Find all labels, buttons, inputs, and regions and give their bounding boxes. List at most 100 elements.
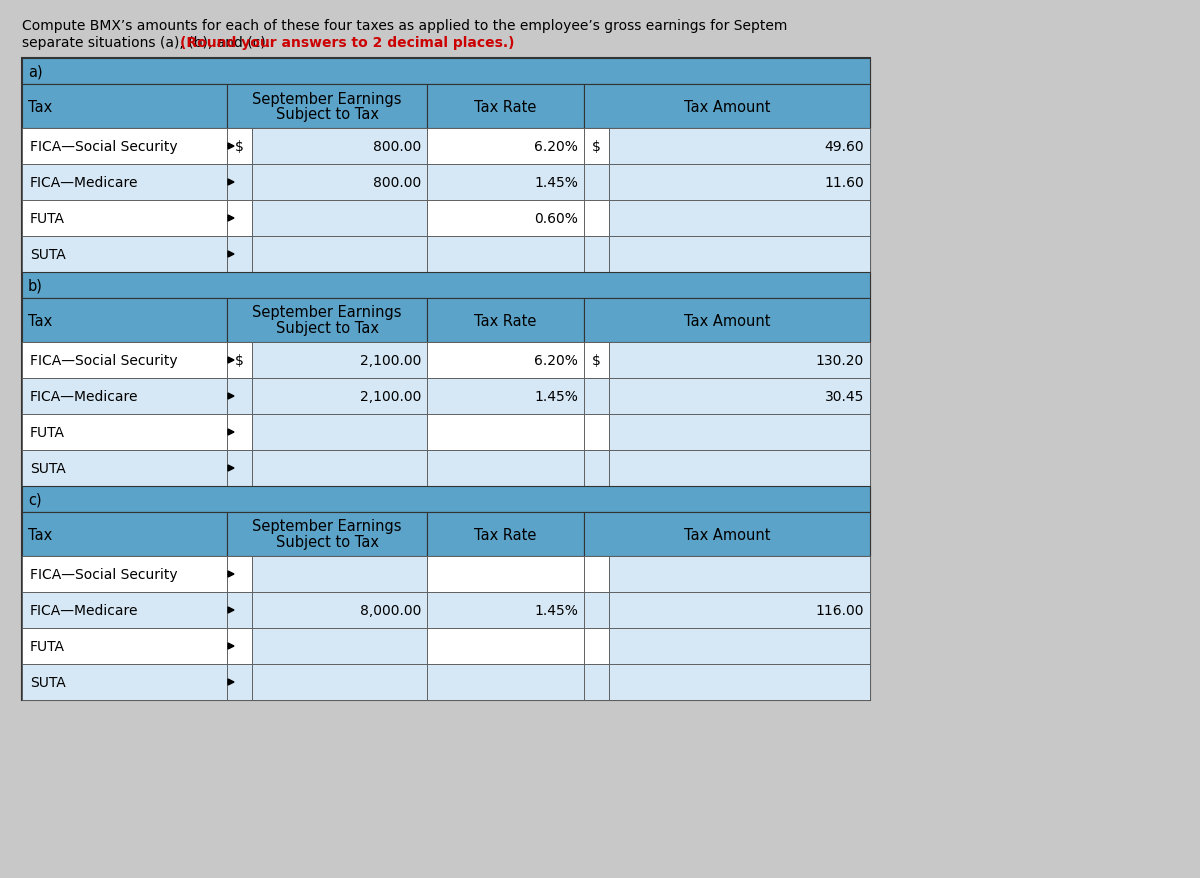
Bar	[252, 593, 427, 629]
Bar	[610, 129, 870, 165]
Bar	[427, 165, 584, 201]
Text: 800.00: 800.00	[373, 140, 421, 154]
Bar	[227, 450, 252, 486]
Bar	[610, 414, 870, 450]
Text: FICA—Medicare: FICA—Medicare	[30, 176, 138, 190]
Text: $: $	[592, 354, 601, 368]
Bar	[610, 378, 870, 414]
Bar	[252, 165, 427, 201]
Polygon shape	[228, 357, 234, 363]
Bar	[427, 85, 584, 129]
Text: FUTA: FUTA	[30, 426, 65, 440]
Bar	[22, 59, 870, 700]
Bar	[252, 201, 427, 237]
Bar	[427, 378, 584, 414]
Text: Tax Amount: Tax Amount	[684, 527, 770, 542]
Polygon shape	[228, 393, 234, 399]
Bar	[227, 165, 252, 201]
Text: FICA—Social Security: FICA—Social Security	[30, 140, 178, 154]
Bar	[22, 414, 227, 450]
Text: 116.00: 116.00	[816, 603, 864, 617]
Bar	[252, 237, 427, 273]
Bar	[427, 414, 584, 450]
Text: Tax: Tax	[28, 313, 53, 328]
Bar	[427, 557, 584, 593]
Bar	[22, 299, 227, 342]
Bar	[227, 237, 252, 273]
Text: SUTA: SUTA	[30, 248, 66, 262]
Bar	[22, 273, 870, 299]
Bar	[610, 450, 870, 486]
Bar	[427, 629, 584, 665]
Bar	[22, 450, 227, 486]
Text: Subject to Tax: Subject to Tax	[276, 107, 378, 122]
Bar	[427, 593, 584, 629]
Bar	[227, 414, 252, 450]
Text: 1.45%: 1.45%	[534, 603, 578, 617]
Text: September Earnings: September Earnings	[252, 306, 402, 320]
Text: (Round your answers to 2 decimal places.): (Round your answers to 2 decimal places.…	[180, 36, 515, 50]
Text: 1.45%: 1.45%	[534, 390, 578, 404]
Text: a): a)	[28, 64, 43, 79]
Bar	[252, 378, 427, 414]
Bar	[584, 342, 610, 378]
Polygon shape	[228, 429, 234, 435]
Text: Tax: Tax	[28, 527, 53, 542]
Bar	[22, 557, 227, 593]
Text: FICA—Social Security: FICA—Social Security	[30, 567, 178, 581]
Bar	[22, 165, 227, 201]
Bar	[584, 665, 610, 700]
Bar	[610, 165, 870, 201]
Bar	[584, 593, 610, 629]
Text: separate situations (a), (b), and (c).: separate situations (a), (b), and (c).	[22, 36, 275, 50]
Bar	[22, 486, 870, 513]
Bar	[22, 129, 227, 165]
Text: 6.20%: 6.20%	[534, 354, 578, 368]
Bar	[227, 342, 252, 378]
Text: Tax Rate: Tax Rate	[474, 527, 536, 542]
Text: 2,100.00: 2,100.00	[360, 354, 421, 368]
Text: Subject to Tax: Subject to Tax	[276, 321, 378, 336]
Text: $: $	[235, 354, 244, 368]
Text: 8,000.00: 8,000.00	[360, 603, 421, 617]
Bar	[610, 557, 870, 593]
Bar	[227, 665, 252, 700]
Bar	[22, 237, 227, 273]
Text: 0.60%: 0.60%	[534, 212, 578, 226]
Bar	[22, 342, 227, 378]
Bar	[584, 629, 610, 665]
Bar	[22, 629, 227, 665]
Bar	[584, 165, 610, 201]
Bar	[584, 557, 610, 593]
Bar	[22, 593, 227, 629]
Bar	[22, 59, 870, 85]
Text: Tax: Tax	[28, 99, 53, 114]
Text: Subject to Tax: Subject to Tax	[276, 535, 378, 550]
Bar	[427, 201, 584, 237]
Polygon shape	[228, 680, 234, 685]
Text: Tax Amount: Tax Amount	[684, 99, 770, 114]
Polygon shape	[228, 216, 234, 222]
Text: September Earnings: September Earnings	[252, 519, 402, 534]
Bar	[252, 129, 427, 165]
Bar	[427, 129, 584, 165]
Bar	[584, 201, 610, 237]
Bar	[227, 85, 427, 129]
Text: FUTA: FUTA	[30, 212, 65, 226]
Bar	[22, 201, 227, 237]
Bar	[252, 665, 427, 700]
Bar	[227, 129, 252, 165]
Polygon shape	[228, 644, 234, 649]
Polygon shape	[228, 144, 234, 150]
Bar	[427, 237, 584, 273]
Bar	[610, 629, 870, 665]
Text: FICA—Medicare: FICA—Medicare	[30, 390, 138, 404]
Bar	[22, 85, 227, 129]
Bar	[252, 342, 427, 378]
Polygon shape	[228, 180, 234, 186]
Bar	[610, 237, 870, 273]
Bar	[252, 557, 427, 593]
Bar	[584, 237, 610, 273]
Bar	[427, 665, 584, 700]
Polygon shape	[228, 465, 234, 471]
